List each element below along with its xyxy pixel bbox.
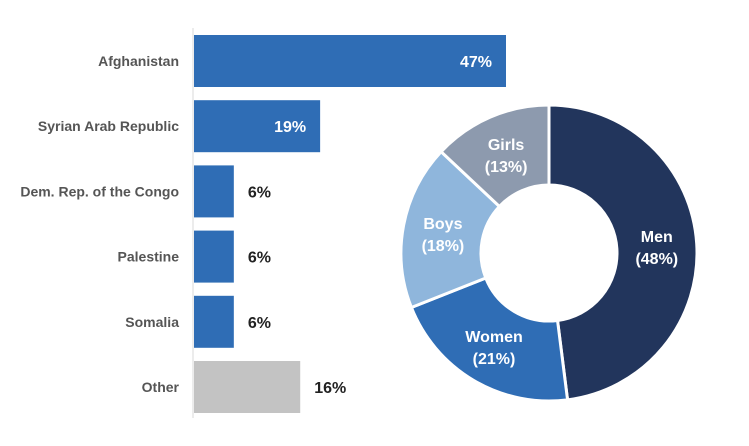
bar-chart: Afghanistan 47% Syrian Arab Republic 19% Dem… [20, 28, 506, 418]
bar-value-label: 19% [274, 119, 306, 136]
category-label: Palestine [118, 249, 180, 265]
donut-slice [399, 149, 502, 310]
slice-name-label: Women [465, 329, 522, 346]
slice-value-label: (48%) [635, 251, 678, 268]
category-label: Dem. Rep. of the Congo [20, 183, 179, 199]
bar [194, 35, 506, 87]
category-label: Afghanistan [98, 53, 179, 69]
slice-value-label: (13%) [485, 159, 528, 176]
category-label: Somalia [125, 314, 179, 330]
donut-slice [547, 103, 699, 402]
slice-value-label: (18%) [422, 238, 465, 255]
bar-value-label: 6% [248, 184, 271, 201]
bar [194, 361, 301, 413]
bar [194, 165, 234, 218]
slice-name-label: Boys [423, 216, 462, 233]
bar [194, 230, 234, 283]
bar-value-label: 47% [460, 54, 492, 71]
slice-value-label: (21%) [473, 351, 516, 368]
donut-slice [438, 103, 551, 209]
bar [194, 100, 321, 153]
bar-value-label: 6% [248, 250, 271, 267]
category-label: Syrian Arab Republic [38, 118, 179, 134]
slice-name-label: Men [641, 229, 673, 246]
donut-chart: Men (48%) Women (21%) Boys (18%) Girls (13%) [399, 103, 699, 403]
bar-value-label: 6% [248, 315, 271, 332]
donut-slice [409, 276, 570, 403]
slice-name-label: Girls [488, 137, 525, 154]
category-label: Other [142, 379, 180, 395]
bar-value-label: 16% [314, 380, 346, 397]
bar [194, 295, 234, 348]
